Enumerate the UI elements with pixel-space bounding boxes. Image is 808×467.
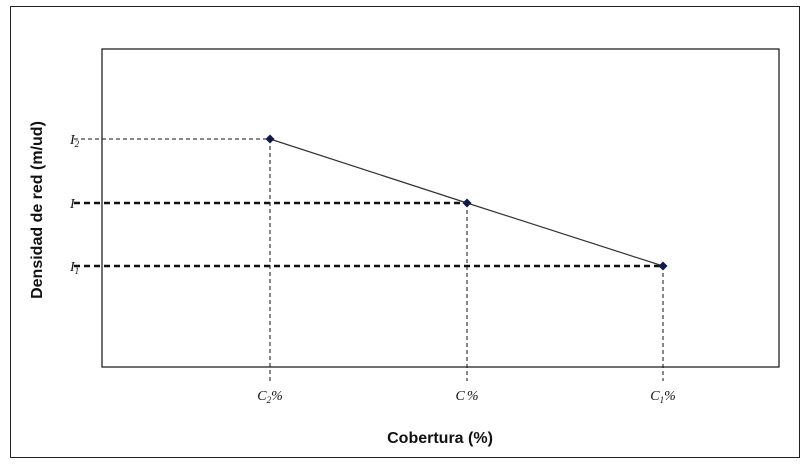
x-tick-label: C1% xyxy=(650,389,676,405)
y-axis-label: Densidad de red (m/ud) xyxy=(29,121,46,299)
y-tick-label: I xyxy=(69,197,76,212)
data-point-marker xyxy=(658,261,668,271)
x-axis-label: Cobertura (%) xyxy=(387,430,493,447)
x-tick-label: C2% xyxy=(257,389,283,405)
plot-area xyxy=(101,48,780,368)
data-point-marker xyxy=(265,134,275,144)
chart-frame xyxy=(10,6,800,458)
data-point-marker xyxy=(462,198,472,208)
y-tick-label: I2 xyxy=(69,133,80,149)
y-tick-label: I1 xyxy=(69,260,79,276)
x-tick-label: C% xyxy=(455,389,478,404)
